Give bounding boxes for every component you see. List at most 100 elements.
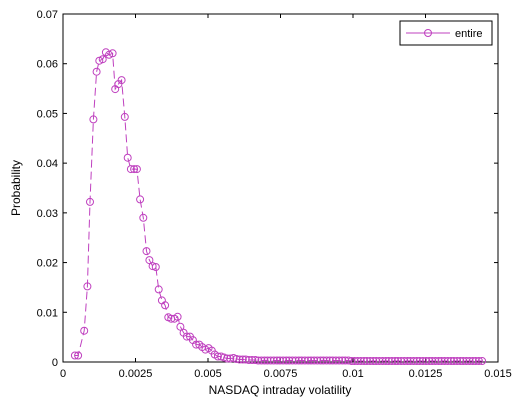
- data-point: [304, 356, 313, 365]
- data-point: [415, 357, 424, 365]
- series-markers: [70, 48, 487, 365]
- data-point: [120, 112, 129, 121]
- data-point: [92, 67, 101, 76]
- data-point: [263, 356, 272, 365]
- legend-marker: [424, 29, 432, 37]
- data-point: [319, 356, 328, 365]
- plot-area: [62, 13, 499, 363]
- data-point: [235, 355, 244, 364]
- data-point: [83, 282, 92, 291]
- data-point: [260, 356, 269, 365]
- data-point: [360, 357, 368, 365]
- x-tick-label: 0.015: [484, 368, 512, 380]
- data-point: [70, 351, 79, 360]
- data-point: [341, 356, 350, 365]
- data-point: [251, 356, 260, 364]
- y-tick-label: 0: [52, 357, 58, 369]
- data-point: [142, 247, 151, 256]
- data-point: [176, 322, 185, 331]
- data-point: [335, 356, 344, 365]
- data-point: [350, 357, 359, 365]
- data-point: [223, 354, 232, 363]
- data-point: [241, 355, 250, 364]
- data-point: [378, 357, 387, 365]
- data-point: [132, 165, 141, 174]
- data-point: [266, 356, 275, 365]
- data-point: [406, 357, 415, 365]
- data-point: [161, 301, 170, 310]
- data-point: [108, 49, 117, 58]
- y-tick-label: 0.03: [37, 208, 58, 220]
- data-point: [418, 357, 427, 365]
- data-point: [425, 357, 434, 365]
- data-point: [257, 356, 266, 365]
- data-point: [86, 197, 94, 206]
- data-point: [74, 351, 83, 360]
- data-point: [126, 165, 135, 174]
- data-point: [328, 356, 337, 365]
- data-point: [443, 357, 452, 365]
- data-point: [412, 357, 421, 365]
- data-point: [285, 356, 294, 365]
- data-point: [307, 356, 315, 365]
- data-point: [440, 357, 449, 365]
- data-point: [391, 357, 400, 365]
- x-tick-label: 0.005: [194, 368, 222, 380]
- data-point: [437, 357, 446, 365]
- legend: entire: [399, 20, 493, 46]
- data-point: [151, 263, 160, 271]
- data-point: [397, 357, 406, 365]
- data-point: [288, 356, 297, 365]
- x-tick-label: 0.01: [342, 368, 363, 380]
- data-point: [347, 357, 356, 365]
- data-point: [248, 356, 257, 364]
- data-point: [344, 356, 353, 365]
- data-point: [130, 165, 139, 174]
- x-axis: 0 0.0025 0.005 0.0075 0.01 0.0125 0.015: [60, 14, 512, 380]
- data-point: [117, 76, 126, 85]
- y-tick-label: 0.04: [37, 158, 58, 170]
- data-point: [447, 357, 455, 365]
- x-tick-label: 0.0025: [119, 368, 153, 380]
- x-tick-label: 0.0125: [409, 368, 443, 380]
- data-point: [422, 357, 431, 365]
- data-point: [478, 357, 487, 365]
- data-point: [403, 357, 412, 365]
- data-point: [254, 356, 263, 365]
- data-point: [356, 357, 365, 365]
- data-point: [387, 357, 396, 365]
- legend-label-entire: entire: [455, 28, 483, 40]
- data-point: [322, 356, 331, 365]
- y-axis-label: Probability: [9, 160, 23, 216]
- data-point: [462, 357, 471, 365]
- data-point: [80, 326, 89, 335]
- x-tick-label: 0: [60, 368, 66, 380]
- data-point: [449, 357, 458, 365]
- data-point: [353, 357, 362, 365]
- data-point: [468, 357, 477, 365]
- data-point: [313, 356, 322, 365]
- data-point: [409, 357, 418, 365]
- y-tick-label: 0.02: [37, 258, 58, 270]
- y-axis: 0 0.01 0.02 0.03 0.04 0.05 0.06 0.07: [37, 9, 498, 369]
- y-tick-label: 0.05: [37, 108, 58, 120]
- data-point: [98, 55, 107, 64]
- data-point: [105, 50, 114, 59]
- data-point: [282, 356, 291, 365]
- data-point: [238, 355, 247, 364]
- data-point: [459, 357, 468, 365]
- data-point: [275, 356, 284, 365]
- data-point: [123, 153, 132, 162]
- data-point: [366, 357, 375, 365]
- data-point: [232, 355, 241, 363]
- data-point: [393, 357, 402, 365]
- data-point: [213, 352, 222, 361]
- data-point: [428, 357, 437, 365]
- data-point: [471, 357, 480, 365]
- data-point: [465, 357, 474, 365]
- data-point: [434, 357, 443, 365]
- data-point: [338, 356, 347, 365]
- data-point: [362, 357, 371, 365]
- data-point: [269, 356, 278, 365]
